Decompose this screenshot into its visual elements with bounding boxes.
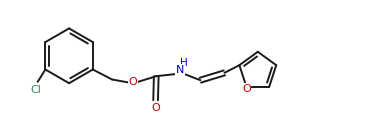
Text: N: N [176, 65, 185, 75]
Text: O: O [151, 103, 160, 113]
Text: O: O [128, 77, 137, 87]
Text: Cl: Cl [31, 85, 41, 95]
Text: O: O [242, 84, 251, 94]
Text: H: H [180, 58, 188, 68]
